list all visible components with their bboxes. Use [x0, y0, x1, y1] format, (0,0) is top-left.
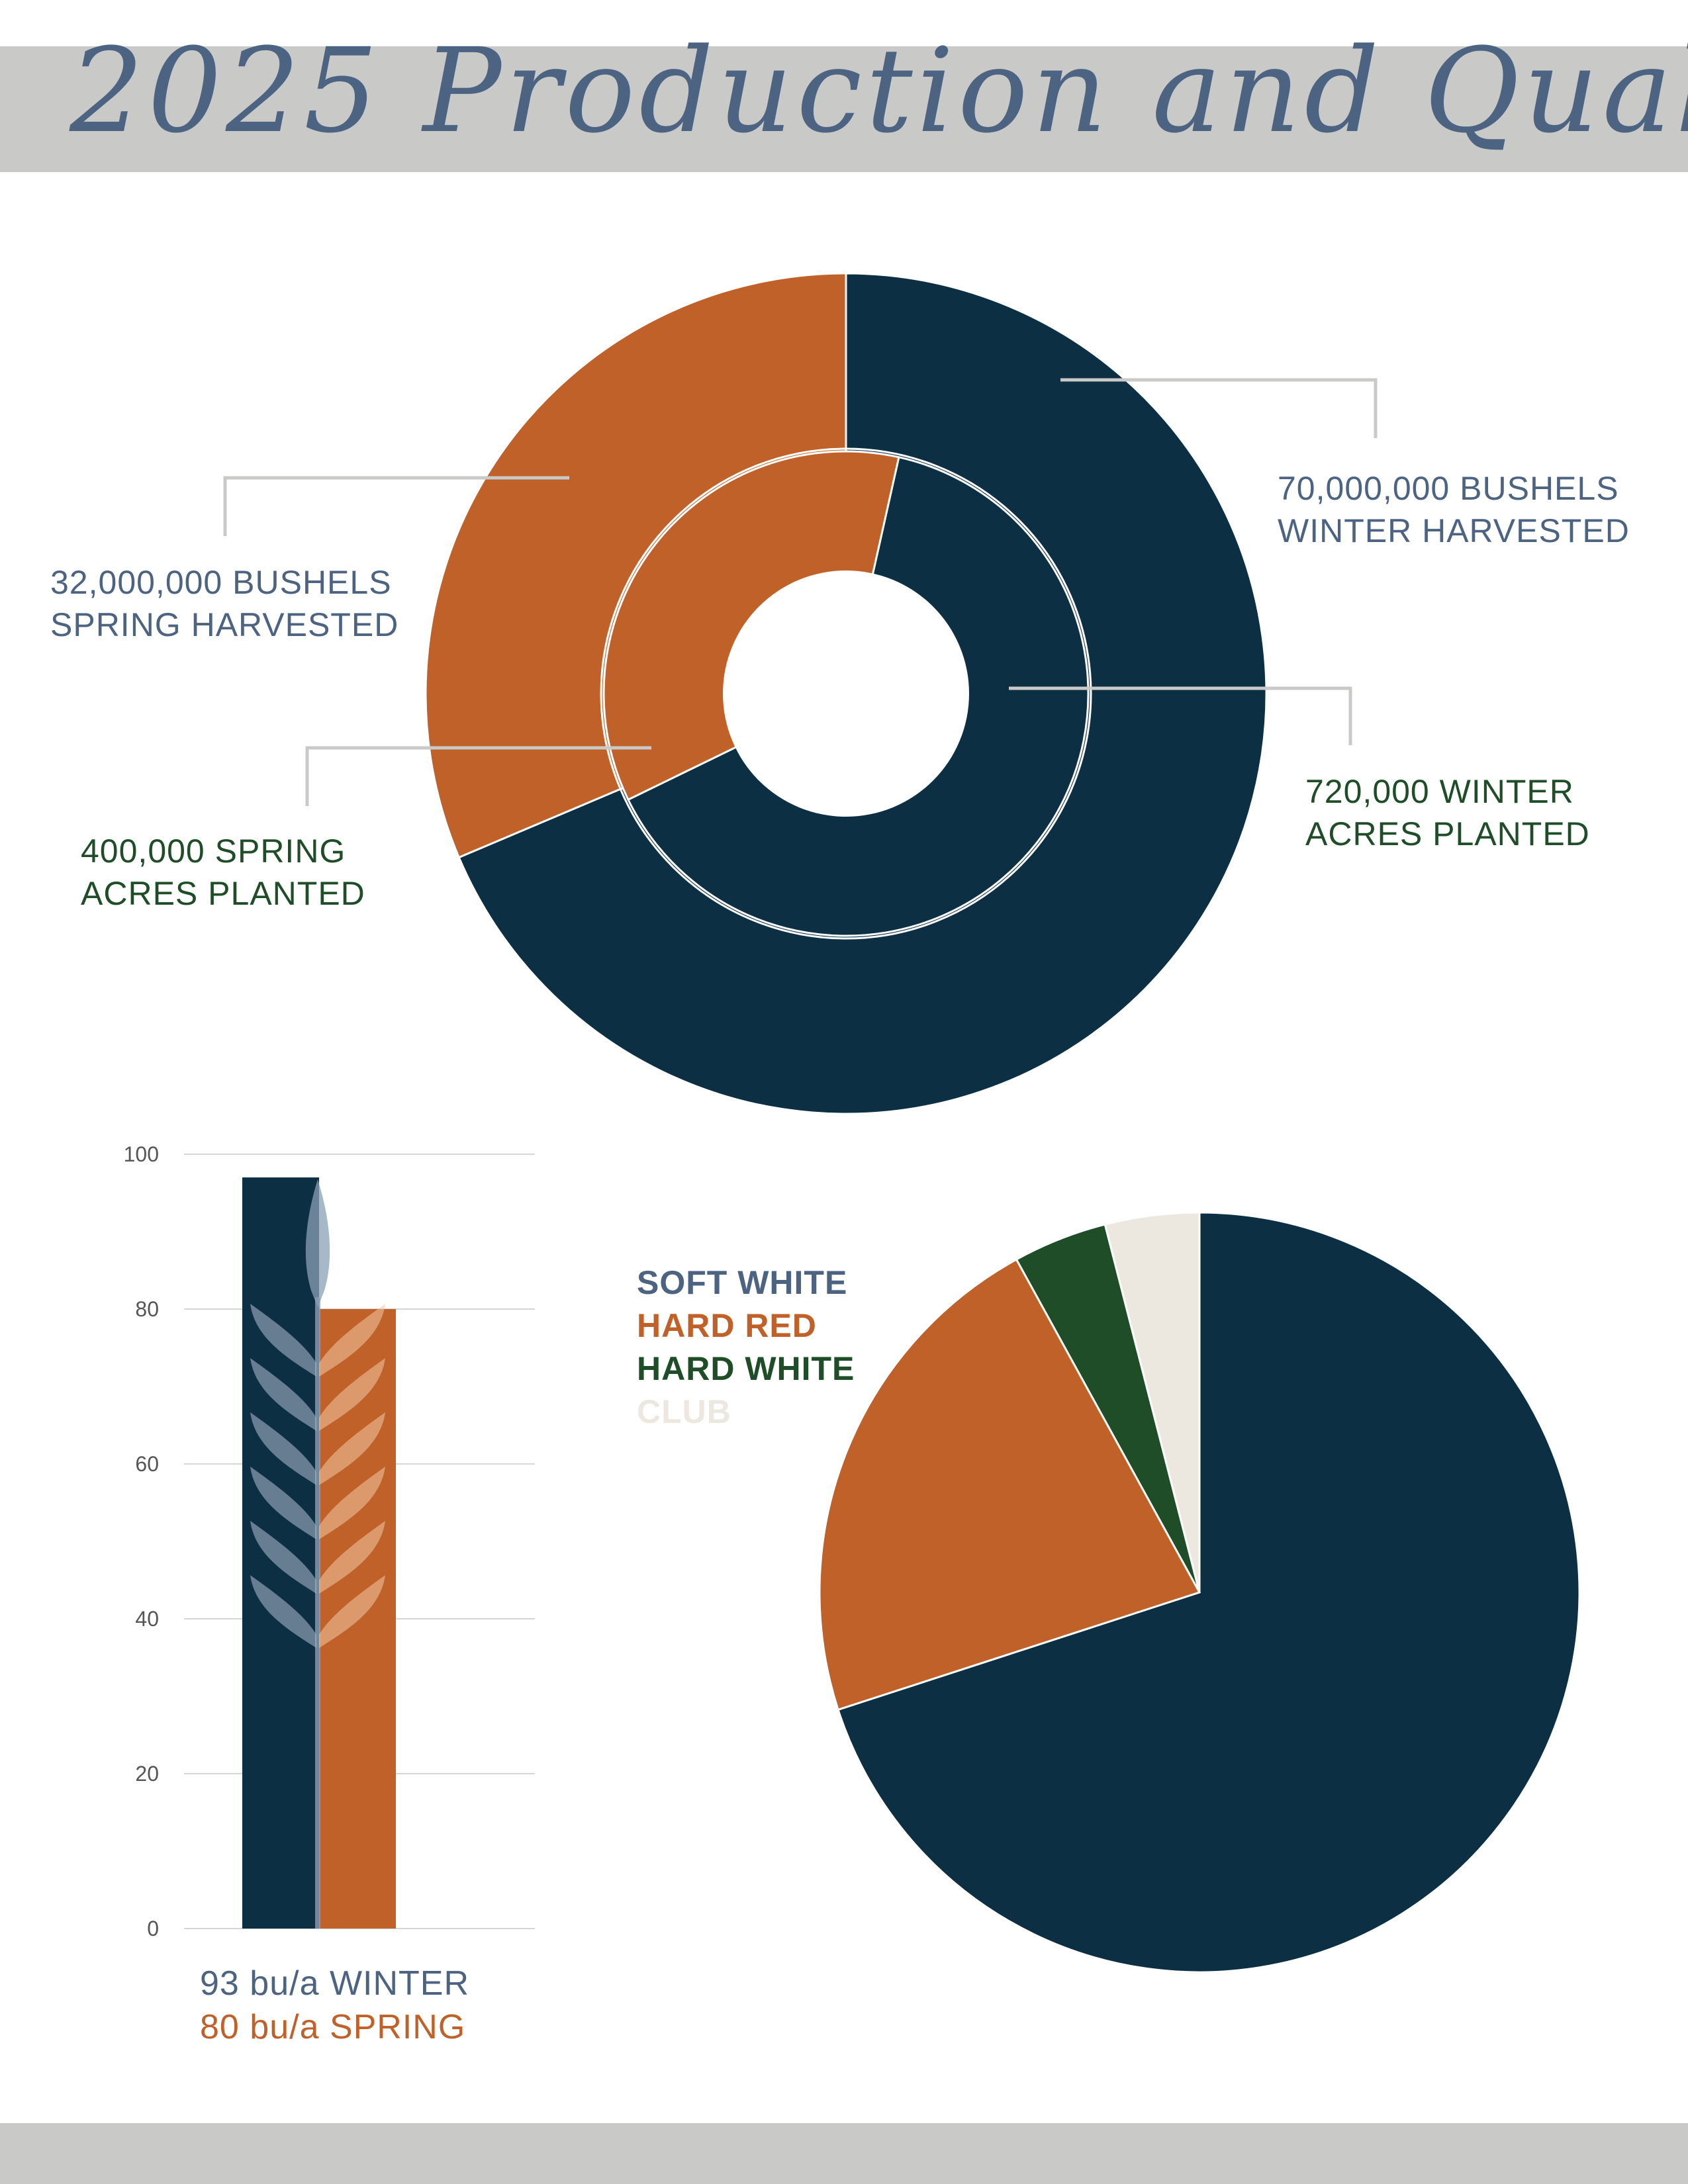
y-tick-label: 80 — [135, 1297, 159, 1321]
pie-slice-club — [1103, 1211, 1201, 1593]
winter-yield-label: 93 bu/a WINTER — [200, 1964, 470, 2003]
y-tick-label: 60 — [135, 1452, 159, 1476]
spring-harvested-leader — [223, 476, 569, 536]
wheat-stem — [315, 1297, 320, 1929]
wheat-kernel-right — [319, 1358, 385, 1431]
ring-separator — [600, 447, 1092, 940]
winter-acres-leader — [1009, 686, 1352, 745]
legend-club: CLUB — [637, 1393, 731, 1430]
y-tick-label: 40 — [135, 1607, 159, 1631]
wheat-kernel-left — [250, 1467, 316, 1539]
pie-slice-hard-white — [1015, 1223, 1201, 1593]
winter-acres-label: 720,000 WINTER ACRES PLANTED — [1305, 773, 1590, 852]
y-tick-label: 20 — [135, 1762, 159, 1786]
wheat-tip — [305, 1179, 330, 1307]
winter-harvested-leader — [1060, 378, 1378, 438]
donut-hole — [723, 570, 969, 817]
donut-chart — [223, 272, 1378, 1115]
legend-hard-white: HARD WHITE — [637, 1350, 855, 1387]
spring-yield-label: 80 bu/a SPRING — [200, 2008, 466, 2046]
bar-winter — [242, 1177, 319, 1929]
legend-soft-white: SOFT WHITE — [637, 1264, 848, 1301]
wheat-kernel-right — [319, 1575, 385, 1648]
spring-harvested-label: 32,000,000 BUSHELS SPRING HARVESTED — [50, 564, 399, 643]
bar-spring — [319, 1309, 396, 1929]
y-tick-label: 100 — [124, 1142, 159, 1166]
wheat-kernel-right — [319, 1521, 385, 1594]
footer-band — [0, 2123, 1688, 2184]
legend-hard-red: HARD RED — [637, 1307, 817, 1344]
wheat-kernel-right — [319, 1412, 385, 1485]
wheat-kernel-left — [250, 1412, 316, 1485]
wheat-stalk-icon — [250, 1179, 385, 1929]
yield-labels: 93 bu/a WINTER 80 bu/a SPRING — [200, 1962, 469, 2049]
wheat-kernel-left — [250, 1304, 316, 1377]
winter-harvested-label: 70,000,000 BUSHELS WINTER HARVESTED — [1278, 470, 1630, 549]
wheat-kernel-right — [319, 1304, 385, 1377]
pie-slice-hard-red — [818, 1257, 1201, 1711]
pie-slice-soft-white — [837, 1211, 1581, 1974]
page-title: 2025 Production and Quality — [70, 23, 1688, 159]
wheat-kernel-left — [250, 1575, 316, 1648]
spring-acres-label: 400,000 SPRING ACRES PLANTED — [81, 833, 365, 912]
pie-legend: SOFT WHITE HARD RED HARD WHITE CLUB — [637, 1261, 855, 1433]
y-tick-label: 0 — [147, 1917, 159, 1940]
spring-acres-leader — [305, 746, 651, 806]
wheat-kernel-right — [319, 1467, 385, 1539]
title-band — [0, 46, 1688, 172]
wheat-kernel-left — [250, 1358, 316, 1431]
wheat-kernel-left — [250, 1521, 316, 1594]
